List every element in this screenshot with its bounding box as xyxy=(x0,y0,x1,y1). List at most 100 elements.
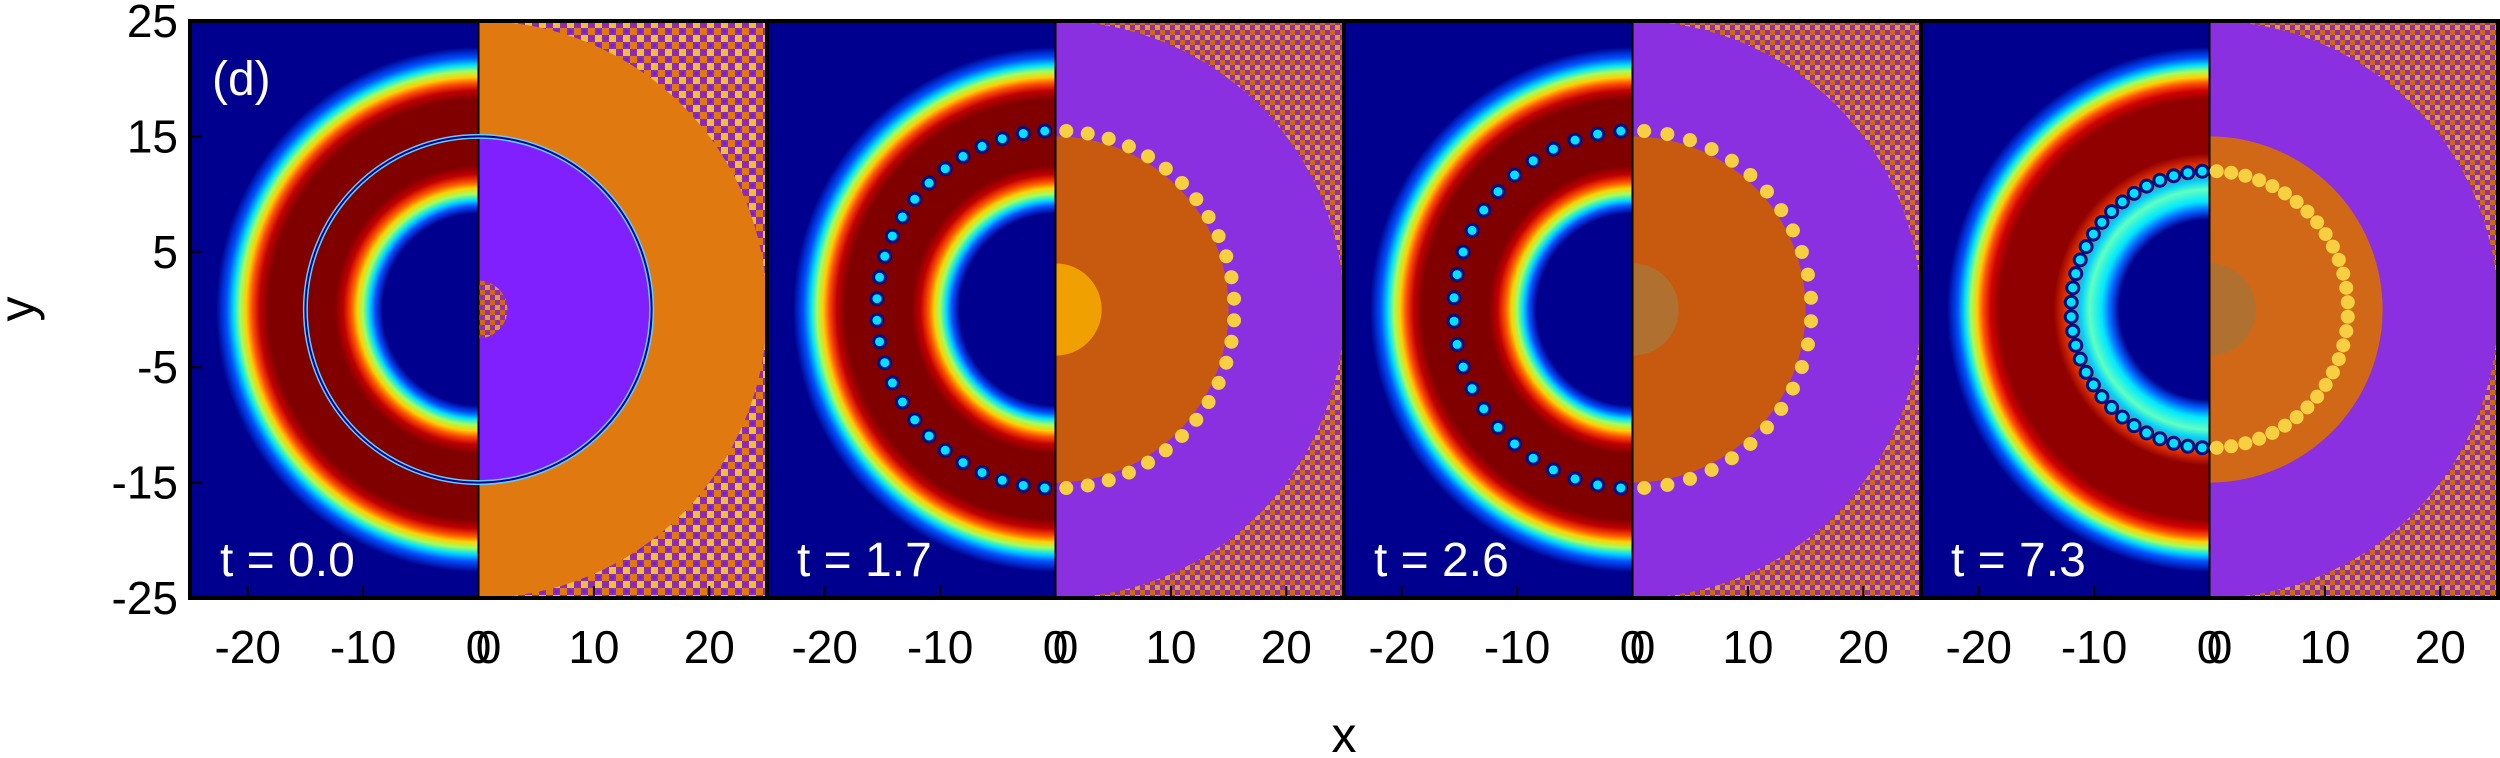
x-tick-label: 0 xyxy=(2207,621,2233,673)
phase-defect xyxy=(2289,410,2304,425)
phase-defect xyxy=(2265,425,2280,440)
vortex xyxy=(1507,436,1523,452)
vortex xyxy=(1464,222,1480,238)
vortex xyxy=(1545,141,1561,157)
vortex xyxy=(2152,172,2168,188)
x-tick-label: 10 xyxy=(2299,621,2350,673)
vortex xyxy=(2139,178,2155,194)
vortex xyxy=(1449,267,1465,283)
vortex xyxy=(2104,399,2120,415)
vortex xyxy=(2180,165,2196,181)
phase-defect xyxy=(2310,389,2325,404)
vortex xyxy=(937,161,953,177)
phase-defect xyxy=(1637,480,1652,495)
vortex xyxy=(2063,309,2079,325)
vortex xyxy=(1567,471,1583,487)
vortex xyxy=(2152,431,2168,447)
phase-defect xyxy=(1059,123,1074,138)
phase-defect xyxy=(2336,338,2351,353)
y-tick-label: -25 xyxy=(112,572,178,624)
vortex xyxy=(1590,126,1606,142)
phase-defect xyxy=(1121,465,1136,480)
phase-defect xyxy=(1803,314,1818,329)
phase-defect xyxy=(1174,176,1189,191)
vortex xyxy=(877,355,893,371)
phase-defect xyxy=(1800,337,1815,352)
vortex xyxy=(1490,184,1506,200)
phase-defect xyxy=(1121,139,1136,154)
x-tick-label: 0 xyxy=(466,621,492,673)
phase-defect xyxy=(2277,186,2292,201)
vortex xyxy=(894,209,910,225)
phase-defect xyxy=(1682,133,1697,148)
phase-defect xyxy=(1101,473,1116,488)
phase-defect xyxy=(2340,309,2355,324)
x-tick-label: 0 xyxy=(476,621,502,673)
phase-defect xyxy=(2339,324,2354,339)
vortex xyxy=(884,375,900,391)
phase-defect xyxy=(1724,153,1739,168)
vortex xyxy=(1567,132,1583,148)
x-tick-label: -20 xyxy=(791,621,857,673)
vortex xyxy=(877,248,893,264)
x-tick-label: 0 xyxy=(1620,621,1646,673)
x-tick-label: -10 xyxy=(1484,621,1550,673)
vortex xyxy=(1613,480,1629,496)
phase-defect xyxy=(1211,375,1226,390)
phase-defect xyxy=(1682,471,1697,486)
phase-defect xyxy=(2224,439,2239,454)
phase-defect xyxy=(2252,431,2267,446)
vortex xyxy=(2194,163,2210,179)
x-tick-label: -20 xyxy=(1368,621,1434,673)
vortex xyxy=(2194,440,2210,456)
vortex xyxy=(2166,435,2182,451)
x-axis-label: x xyxy=(1332,707,1357,758)
phase-half xyxy=(1632,21,1921,598)
phase-defect xyxy=(2331,352,2346,367)
vortex xyxy=(2078,239,2094,255)
vortex xyxy=(2126,185,2142,201)
phase-defect xyxy=(1141,455,1156,470)
y-tick-label: 25 xyxy=(127,0,178,47)
phase-defect xyxy=(1219,249,1234,264)
x-tick-label: 10 xyxy=(1722,621,1773,673)
phase-defect xyxy=(1227,291,1242,306)
phase-defect xyxy=(2331,252,2346,267)
vortex xyxy=(2065,323,2081,339)
x-tick-label: -20 xyxy=(214,621,280,673)
vortex xyxy=(2085,226,2101,242)
vortex xyxy=(1449,336,1465,352)
phase-defect xyxy=(2252,173,2267,188)
vortex xyxy=(1525,153,1541,169)
vortex xyxy=(872,269,888,285)
vortex xyxy=(1476,401,1492,417)
phase-defect xyxy=(1080,126,1095,141)
vortex xyxy=(1476,202,1492,218)
vortex xyxy=(1037,480,1053,496)
vortex xyxy=(872,334,888,350)
vortex xyxy=(2114,409,2130,425)
vortex xyxy=(955,455,971,471)
phase-defect xyxy=(1704,462,1719,477)
vortex xyxy=(1613,123,1629,139)
x-tick-label: -10 xyxy=(907,621,973,673)
phase-defect xyxy=(1224,270,1239,285)
vortex xyxy=(2139,425,2155,441)
vortex xyxy=(1015,477,1031,493)
phase-defect xyxy=(1158,161,1173,176)
x-tick-label: 0 xyxy=(2197,621,2223,673)
vortex xyxy=(1446,313,1462,329)
phase-defect xyxy=(1803,290,1818,305)
x-tick-label: 0 xyxy=(1053,621,1079,673)
vortex xyxy=(2068,337,2084,353)
vortex xyxy=(994,131,1010,147)
phase-defect xyxy=(2209,440,2224,455)
y-tick-label: 15 xyxy=(127,110,178,162)
phase-defect xyxy=(2224,165,2239,180)
x-tick-label: -10 xyxy=(330,621,396,673)
phase-half xyxy=(478,21,767,598)
y-tick-label: -15 xyxy=(112,457,178,509)
phase-defect xyxy=(2289,194,2304,209)
vortex xyxy=(2078,364,2094,380)
